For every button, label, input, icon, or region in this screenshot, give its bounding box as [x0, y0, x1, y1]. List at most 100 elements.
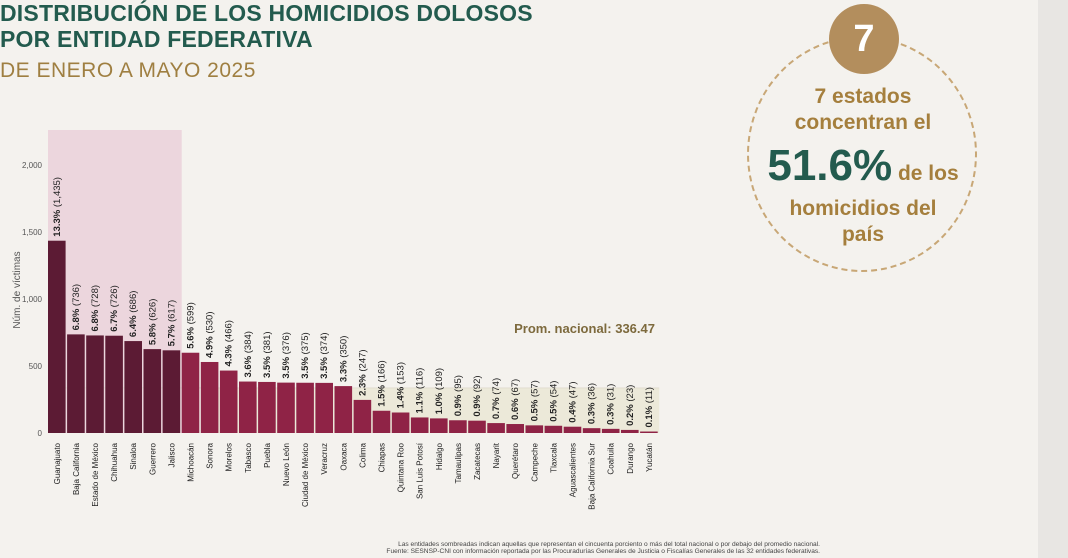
bar-value-label: 3.5% (381) — [262, 331, 273, 377]
x-tick-label: Veracruz — [320, 443, 329, 475]
bar-chart: 0 500 1,000 1,500 2,000 Núm. de víctimas 13.3%… — [12, 130, 660, 510]
bar-value-label: 6.4% (686) — [128, 291, 139, 337]
callout-percentage: 51.6% — [767, 141, 893, 190]
bar-percent-label: 0.7% — [491, 395, 502, 419]
bar-percent-label: 0.5% — [548, 397, 559, 421]
bar-percent-label: 3.5% — [281, 354, 292, 378]
bar — [143, 349, 162, 433]
bar-value-label: 3.5% (376) — [281, 332, 292, 378]
callout-badge: 7 — [829, 4, 899, 74]
bar — [640, 431, 658, 433]
bar-percent-label: 0.3% — [606, 401, 617, 425]
bar-value-label: 0.7% (74) — [491, 378, 502, 419]
x-tick-label: Morelos — [225, 443, 234, 471]
bar — [601, 428, 620, 433]
bar-value-label: 1.1% (116) — [415, 368, 426, 414]
bar-count-label: (626) — [147, 299, 158, 321]
bar-value-label: 0.3% (31) — [606, 384, 617, 425]
bar-count-label: (57) — [529, 380, 540, 397]
bar-percent-label: 4.9% — [205, 334, 216, 358]
footnote-line-2: Fuente: SESNSP-CNI con información repor… — [386, 548, 820, 555]
bar-value-label: 6.8% (728) — [90, 285, 101, 331]
y-tick-label: 1,000 — [22, 295, 43, 304]
bar — [296, 382, 314, 433]
bar-count-label: (375) — [300, 332, 311, 354]
bar-count-label: (31) — [606, 384, 617, 401]
average-label: Prom. nacional: 336.47 — [514, 321, 655, 336]
x-tick-label: Colima — [358, 442, 367, 467]
x-tick-label: Tlaxcala — [549, 442, 558, 472]
x-tick-label: Guerrero — [148, 442, 157, 475]
y-tick-label: 500 — [29, 362, 43, 371]
x-tick-label: Quintana Roo — [397, 442, 406, 492]
x-tick-label: Jalisco — [167, 442, 176, 467]
x-tick-label: Nayarit — [492, 442, 501, 468]
bar-percent-label: 6.4% — [128, 313, 139, 337]
bar-value-label: 0.9% (92) — [472, 375, 483, 416]
bar-percent-label: 3.5% — [262, 354, 273, 378]
bar-count-label: (23) — [625, 385, 636, 402]
title-line-1: DISTRIBUCIÓN DE LOS HOMICIDIOS DOLOSOS — [0, 0, 533, 26]
bar-percent-label: 0.9% — [472, 392, 483, 416]
x-tick-label: Aguascalientes — [569, 443, 578, 497]
bar-count-label: (736) — [71, 284, 82, 306]
bar-count-label: (153) — [396, 362, 407, 384]
bar — [353, 399, 372, 433]
callout-line-1: 7 estados — [814, 85, 912, 108]
x-tick-label: Guanajuato — [53, 442, 62, 484]
bar-percent-label: 3.5% — [319, 355, 330, 379]
x-tick-label: Hidalgo — [435, 442, 444, 470]
x-tick-label: Oaxaca — [339, 442, 348, 470]
callout-line-5: país — [841, 223, 885, 246]
bar-value-label: 4.9% (530) — [205, 311, 216, 357]
bar — [582, 428, 601, 433]
bar — [48, 240, 66, 433]
x-tick-label: Tabasco — [244, 442, 253, 472]
bar-percent-label: 3.5% — [300, 354, 311, 378]
x-tick-label: Coahuila — [607, 442, 616, 474]
bar-value-label: 6.7% (726) — [109, 285, 120, 331]
page-edge — [1038, 0, 1068, 558]
bar-value-label: 1.5% (166) — [377, 360, 388, 406]
x-tick-label: Yucatán — [645, 443, 654, 472]
bar-count-label: (109) — [434, 368, 445, 390]
bar-percent-label: 5.7% — [166, 322, 177, 346]
bar-value-label: 5.8% (626) — [147, 299, 158, 345]
x-tick-label: Durango — [626, 442, 635, 473]
bar — [162, 350, 181, 433]
x-tick-label: Campeche — [530, 442, 539, 481]
bar-percent-label: 5.6% — [186, 324, 197, 348]
bar — [86, 335, 104, 433]
bar-value-label: 5.6% (599) — [186, 302, 197, 348]
bar — [621, 429, 639, 433]
bar-count-label: (530) — [205, 311, 216, 333]
bar — [181, 352, 200, 433]
x-tick-label: Tamaulipas — [454, 443, 463, 483]
x-tick-label: Querétaro — [511, 442, 520, 479]
bar-value-label: 0.3% (36) — [587, 383, 598, 424]
bar — [563, 426, 582, 433]
bar-count-label: (726) — [109, 285, 120, 307]
x-tick-label: Puebla — [263, 442, 272, 467]
bar-value-label: 0.1% (11) — [644, 387, 655, 428]
bar-value-label: 5.7% (617) — [166, 300, 177, 346]
bar-count-label: (617) — [166, 300, 177, 322]
y-tick-label: 0 — [38, 429, 43, 438]
bar-value-label: 3.5% (374) — [319, 332, 330, 378]
bar-count-label: (47) — [568, 381, 579, 398]
bar-value-label: 6.8% (736) — [71, 284, 82, 330]
bar-count-label: (116) — [415, 368, 426, 389]
bar-percent-label: 0.3% — [587, 400, 598, 424]
bar-value-label: 0.5% (54) — [548, 381, 559, 422]
bar-count-label: (11) — [644, 387, 655, 403]
bar-percent-label: 1.0% — [434, 390, 445, 414]
callout-line-3: 51.6% de los — [750, 140, 976, 206]
bar-count-label: (92) — [472, 375, 483, 392]
bar-value-label: 0.5% (57) — [529, 380, 540, 421]
bar — [544, 425, 563, 433]
bar — [258, 381, 276, 433]
bar — [525, 425, 544, 433]
x-tick-label: Baja California Sur — [588, 443, 597, 510]
bar-count-label: (350) — [338, 336, 349, 358]
bar-percent-label: 6.7% — [109, 307, 120, 331]
